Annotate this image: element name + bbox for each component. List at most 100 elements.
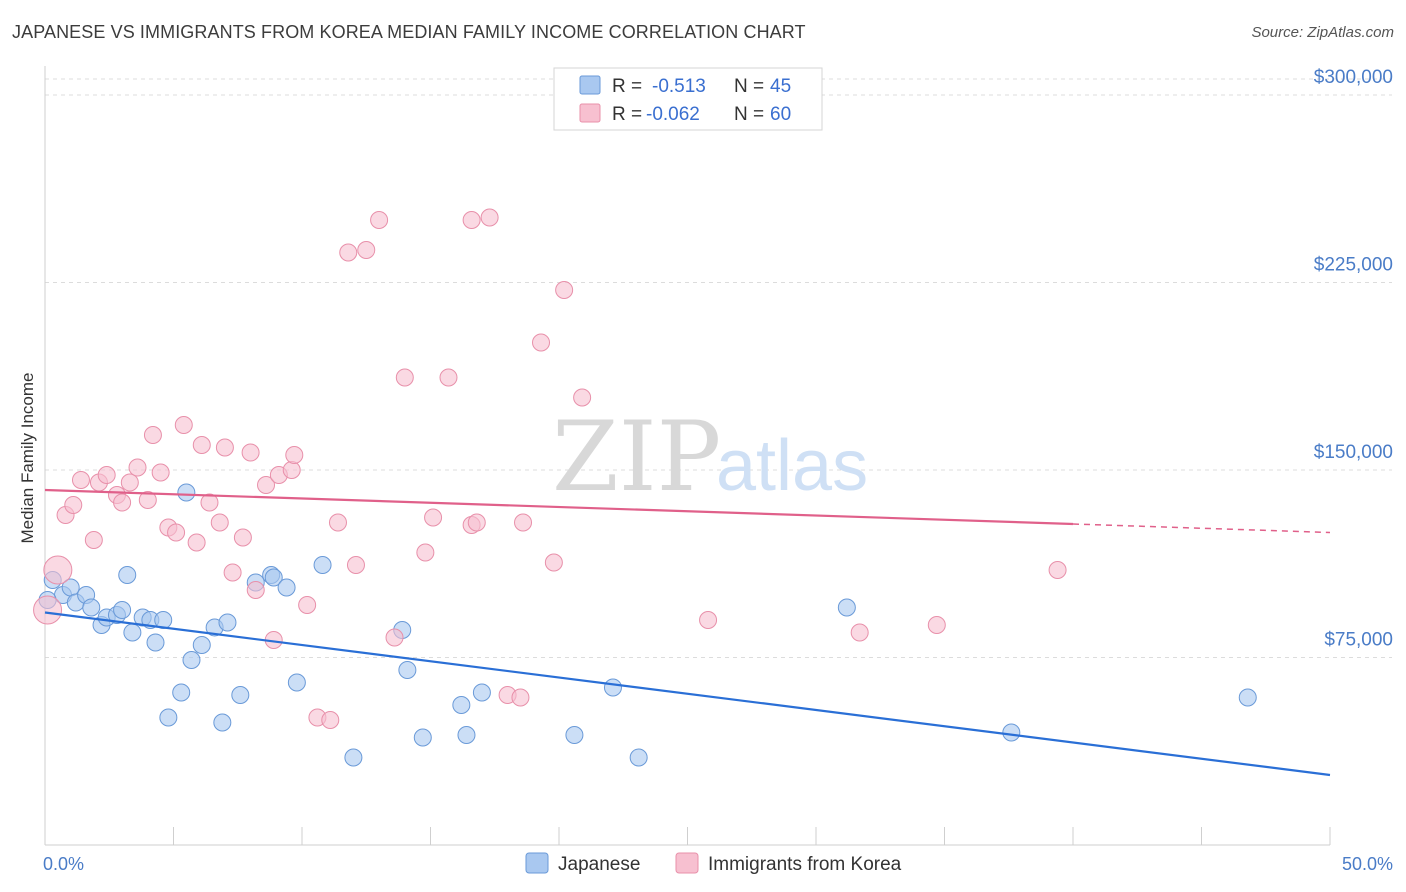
point-korea-21: [210, 513, 229, 532]
legend-n-value: 60: [770, 104, 791, 125]
legend-swatch-japanese: [579, 75, 601, 95]
point-japanese-22: [213, 713, 232, 732]
chart-source: Source: ZipAtlas.com: [1251, 24, 1394, 41]
point-korea-17: [174, 416, 193, 434]
point-japanese-27: [264, 568, 283, 587]
watermark-atlas: atlas: [716, 426, 868, 506]
point-japanese-18: [177, 483, 196, 502]
bottom-legend-swatch-korea: [675, 852, 699, 874]
point-korea-35: [328, 513, 347, 532]
point-japanese-36: [457, 726, 476, 744]
watermark: ZIP atlas: [552, 401, 868, 513]
point-japanese-34: [413, 728, 432, 747]
point-japanese-5: [82, 598, 101, 617]
point-korea-46: [462, 211, 481, 229]
y-tick-label: $75,000: [1324, 630, 1393, 651]
point-korea-52: [532, 333, 551, 352]
legend-n-label: N =: [734, 104, 764, 125]
legend-swatch-korea: [579, 103, 601, 123]
y-tick-label: $150,000: [1314, 442, 1393, 463]
point-korea-50: [511, 688, 530, 707]
point-korea-18: [187, 533, 206, 552]
point-korea-56: [699, 611, 718, 629]
point-korea-13: [143, 426, 162, 444]
point-korea-5: [84, 531, 103, 549]
point-korea-24: [233, 528, 252, 547]
point-japanese-43: [1238, 688, 1257, 707]
point-korea-44: [439, 368, 458, 387]
point-japanese-42: [1002, 723, 1021, 742]
legend-n-label: N =: [734, 76, 764, 97]
point-korea-14: [151, 463, 170, 482]
point-korea-53: [544, 553, 563, 572]
point-korea-58: [927, 616, 946, 634]
y-tick-labels: $75,000 $150,000 $225,000 $300,000: [1314, 67, 1393, 651]
point-korea-40: [385, 628, 404, 647]
point-korea-59: [1048, 561, 1067, 579]
data-points: [33, 208, 1257, 767]
point-korea-43: [424, 508, 443, 527]
point-japanese-19: [182, 651, 201, 669]
trend-lines: [44, 488, 1331, 777]
point-japanese-16: [159, 708, 178, 727]
trend-line-dashed-1: [1072, 523, 1331, 534]
legend-n-value: 45: [770, 76, 791, 97]
point-korea-20: [200, 493, 219, 512]
trend-line-0: [44, 611, 1331, 777]
axes: [44, 66, 1331, 846]
point-japanese-30: [313, 556, 332, 574]
point-japanese-11: [123, 623, 142, 642]
point-korea-32: [298, 596, 317, 614]
point-korea-57: [850, 623, 869, 642]
bottom-legend: Japanese Immigrants from Korea: [525, 852, 902, 875]
point-korea-37: [346, 556, 365, 574]
point-korea-16: [167, 523, 186, 542]
trend-line-1: [44, 488, 1074, 526]
point-korea-34: [321, 711, 340, 729]
point-korea-23: [223, 563, 242, 582]
bottom-legend-swatch-japanese: [525, 852, 549, 874]
point-korea-12: [138, 491, 157, 509]
point-korea-55: [573, 388, 592, 407]
point-korea-4: [71, 471, 90, 489]
point-korea-11: [128, 458, 147, 477]
x-tick-label-start: 0.0%: [43, 854, 84, 874]
point-korea-30: [282, 461, 301, 479]
point-japanese-37: [472, 683, 491, 702]
y-tick-label: $300,000: [1314, 67, 1393, 88]
point-korea-41: [395, 368, 414, 387]
point-korea-7: [97, 466, 116, 484]
point-korea-27: [257, 476, 276, 494]
point-japanese-38: [565, 726, 584, 744]
point-korea-36: [339, 243, 358, 262]
point-japanese-39: [603, 678, 622, 697]
point-korea-48: [480, 208, 499, 227]
chart-title: JAPANESE VS IMMIGRANTS FROM KOREA MEDIAN…: [12, 22, 806, 42]
point-japanese-23: [218, 613, 237, 632]
point-japanese-24: [231, 686, 250, 704]
gridlines: [45, 78, 1392, 658]
point-korea-25: [241, 443, 260, 462]
point-korea-10: [120, 473, 139, 492]
point-japanese-31: [344, 748, 363, 767]
point-japanese-28: [277, 578, 296, 597]
point-japanese-35: [452, 696, 471, 714]
point-korea-54: [555, 281, 574, 299]
point-japanese-33: [398, 661, 417, 679]
point-korea-1: [43, 555, 73, 585]
legend-r-label: R =: [612, 76, 642, 97]
point-japanese-10: [118, 566, 137, 584]
point-korea-39: [370, 211, 389, 229]
point-korea-19: [192, 436, 211, 454]
point-korea-3: [64, 496, 83, 514]
point-japanese-14: [146, 633, 165, 652]
point-japanese-40: [629, 748, 648, 767]
point-korea-9: [113, 493, 132, 512]
y-tick-label: $225,000: [1314, 255, 1393, 276]
point-japanese-17: [172, 683, 191, 702]
point-japanese-29: [287, 673, 306, 692]
point-japanese-20: [192, 636, 211, 654]
bottom-legend-label-japanese: Japanese: [558, 854, 640, 875]
point-korea-22: [215, 438, 234, 457]
point-korea-38: [357, 241, 376, 259]
